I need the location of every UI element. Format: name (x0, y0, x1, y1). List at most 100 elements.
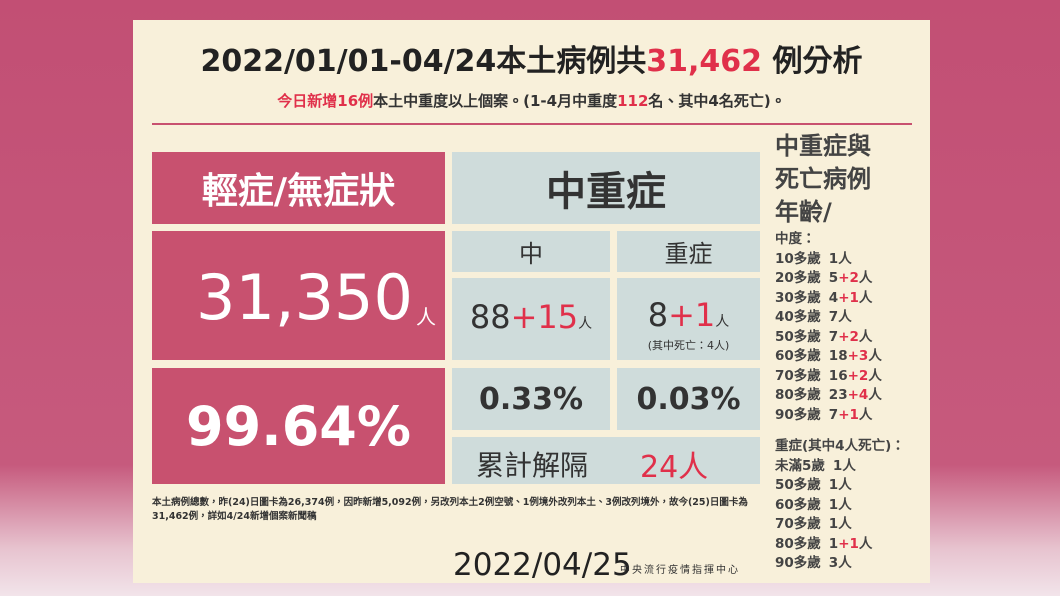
age-count: 16 (828, 367, 848, 384)
age-count: 23 (828, 387, 848, 403)
age-unit: 人 (858, 270, 873, 286)
age-heading: 中度： (775, 231, 816, 247)
subtitle-text: 名、其中4名死亡)。 (648, 92, 786, 110)
age-unit: 人 (858, 406, 873, 423)
critical-percent: 0.03% (617, 368, 760, 430)
age-plus: +2 (838, 328, 859, 345)
moderate-unit: 人 (578, 316, 593, 332)
moderate-base: 88 (469, 298, 511, 336)
age-count: 1 (828, 477, 839, 493)
moderate-percent: 0.33% (452, 368, 610, 430)
age-group: 50多歲 (775, 477, 821, 493)
age-plus: +1 (838, 406, 859, 423)
critical-label: 重症 (617, 231, 760, 272)
severe-label: 中重症 (452, 152, 760, 224)
age-row: 30多歲 4+1人 (775, 289, 905, 309)
age-group: 50多歲 (775, 328, 821, 345)
released-label: 累計解隔 (476, 449, 589, 482)
age-title-line: 中重症與 (775, 132, 871, 160)
age-unit: 人 (868, 367, 882, 384)
age-title-line: 年齡/ (775, 198, 832, 226)
mild-count: 31,350 (196, 261, 413, 334)
age-row: 20多歲 5+2人 (775, 269, 905, 289)
age-count: 1 (828, 516, 839, 532)
mild-label: 輕症/無症狀 (152, 152, 445, 224)
title-text: 2022/01/01-04/24本土病例共 (200, 44, 647, 79)
subtitle-text: 本土中重度以上個案。(1-4月中重度 (373, 92, 618, 110)
mild-percent: 99.64% (152, 368, 445, 484)
age-unit: 人 (868, 348, 882, 364)
age-plus: +4 (847, 387, 869, 403)
age-unit: 人 (842, 457, 856, 474)
divider (152, 123, 912, 125)
age-heading: 重症(其中4人死亡)： (775, 438, 905, 454)
age-group: 80多歲 (775, 387, 821, 403)
age-plus: +1 (838, 289, 859, 306)
age-group: 40多歲 (775, 309, 821, 325)
mild-count-box: 31,350 人 (152, 231, 445, 360)
footer-org: 中央流行疫情指揮中心 (620, 565, 740, 576)
age-group: 10多歲 (775, 250, 821, 267)
age-list: 中度： 10多歲 1人 20多歲 5+2人 30多歲 4+1人 40多歲 7人 50多歲 7+2人 6… (775, 230, 905, 574)
age-unit: 人 (838, 555, 852, 571)
age-group: 60多歲 (775, 348, 821, 364)
age-count: 18 (828, 348, 848, 364)
age-group: 未滿5歲 (775, 457, 825, 474)
age-group: 80多歲 (775, 535, 821, 552)
critical-count: 8 +1 人 (617, 296, 760, 334)
age-count: 3 (828, 555, 839, 571)
age-unit: 人 (858, 535, 873, 552)
age-plus: +2 (838, 270, 859, 286)
age-count: 1 (832, 457, 843, 474)
age-group: 20多歲 (775, 270, 821, 286)
critical-base: 8 (647, 296, 669, 334)
age-row: 80多歲 1+1人 (775, 535, 905, 555)
age-row: 60多歲 18+3人 (775, 347, 905, 367)
age-row: 40多歲 7人 (775, 308, 905, 328)
critical-plus: +1 (668, 296, 716, 334)
age-unit: 人 (858, 289, 873, 306)
age-plus: +3 (847, 348, 869, 364)
age-count: 1 (828, 250, 839, 267)
age-row: 50多歲 1人 (775, 476, 905, 496)
age-group: 70多歲 (775, 516, 821, 532)
age-unit: 人 (838, 516, 852, 532)
age-count: 7 (828, 406, 839, 423)
title-count: 31,462 (646, 44, 763, 79)
age-row: 60多歲 1人 (775, 496, 905, 516)
subtitle-highlight: 今日新增16例 (277, 92, 374, 110)
mild-unit: 人 (416, 305, 436, 329)
age-count: 5 (828, 270, 839, 286)
age-unit: 人 (868, 387, 882, 403)
age-row: 90多歲 7+1人 (775, 406, 905, 426)
age-count: 1 (828, 535, 839, 552)
age-plus: +2 (847, 367, 869, 384)
age-group: 90多歲 (775, 406, 821, 423)
moderate-plus: +15 (510, 298, 579, 336)
age-row: 80多歲 23+4人 (775, 386, 905, 406)
subtitle-highlight: 112 (617, 92, 649, 110)
age-row: 90多歲 3人 (775, 554, 905, 574)
age-count: 1 (828, 496, 839, 513)
age-unit: 人 (838, 477, 852, 493)
critical-count-box: 8 +1 人 (其中死亡：4人) (617, 278, 760, 360)
age-group: 90多歲 (775, 555, 821, 571)
released-value: 24人 (640, 450, 709, 485)
title: 2022/01/01-04/24本土病例共31,462 例分析 (133, 36, 930, 80)
footnote-line: 本土病例總數，昨(24)日圖卡為26,374例，因昨新增5,092例，另改列本土… (152, 497, 748, 508)
critical-note: (其中死亡：4人) (647, 339, 730, 352)
released-box: 累計解隔 24人 (452, 437, 760, 485)
age-count: 7 (828, 309, 839, 325)
age-count: 4 (828, 289, 839, 306)
age-row: 70多歲 1人 (775, 515, 905, 535)
age-unit: 人 (858, 328, 873, 345)
age-unit: 人 (838, 496, 852, 513)
title-text: 例分析 (762, 44, 863, 79)
age-row: 未滿5歲 1人 (775, 457, 905, 477)
age-count: 7 (828, 328, 839, 345)
footnote-line: 31,462例，詳如4/24新增個案新聞稿 (152, 511, 317, 522)
age-plus: +1 (838, 535, 859, 552)
age-row: 70多歲 16+2人 (775, 367, 905, 387)
